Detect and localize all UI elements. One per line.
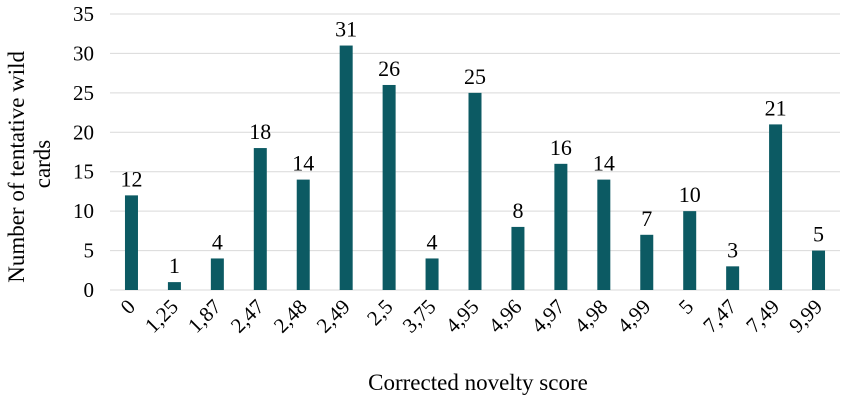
bar [124, 195, 138, 290]
data-label: 3 [727, 237, 738, 262]
data-label: 4 [427, 229, 438, 254]
x-tick-label: 4,97 [526, 295, 569, 338]
x-tick-label: 4,96 [484, 295, 527, 338]
bar [812, 250, 826, 290]
bar [597, 179, 611, 290]
data-label: 5 [813, 222, 824, 247]
bar [468, 92, 482, 290]
data-label: 4 [212, 229, 223, 254]
data-label: 10 [679, 182, 701, 207]
data-label: 25 [464, 64, 486, 89]
x-axis-ticks: 0 1,25 1,87 2,47 2,48 2,49 2,5 3,75 4,95 4,96 4,97… [116, 295, 827, 338]
y-tick-label: 20 [73, 120, 94, 144]
bar [769, 124, 783, 291]
bar [554, 163, 568, 290]
y-axis-title-line-2: cards [30, 140, 55, 189]
y-tick-label: 0 [84, 278, 95, 302]
y-tick-label: 10 [73, 199, 94, 223]
bar [339, 45, 353, 290]
data-label: 8 [512, 198, 523, 223]
x-tick-label: 4,99 [612, 295, 655, 338]
x-tick-label: 2,49 [312, 295, 355, 338]
x-tick-label: 7,49 [741, 295, 784, 338]
x-tick-label: 2,47 [226, 295, 269, 338]
data-label: 14 [593, 151, 615, 176]
bar [382, 84, 396, 290]
bar [425, 258, 439, 290]
y-axis-title: Number of tentative wild cards [4, 45, 55, 283]
y-tick-label: 30 [73, 41, 94, 65]
x-tick-label: 5 [674, 295, 698, 319]
x-tick-label: 4,98 [569, 295, 612, 338]
data-label: 12 [120, 166, 142, 191]
x-axis-title: Corrected novelty score [368, 370, 588, 395]
bar [640, 234, 654, 290]
data-label: 18 [249, 119, 271, 144]
bar [253, 148, 267, 290]
y-axis-ticks: 0 5 10 15 20 25 30 35 [73, 2, 94, 302]
data-label: 14 [292, 151, 314, 176]
data-label: 31 [335, 17, 357, 42]
data-label: 7 [641, 206, 652, 231]
y-tick-label: 5 [84, 239, 95, 263]
y-tick-label: 35 [73, 2, 94, 26]
bar [726, 266, 740, 290]
y-axis-title-line-1: Number of tentative wild [4, 50, 29, 282]
data-label: 21 [765, 95, 787, 120]
bar [167, 282, 181, 290]
bar [296, 179, 310, 290]
bar [210, 258, 224, 290]
x-tick-label: 1,87 [183, 295, 226, 338]
x-tick-label: 7,47 [698, 295, 741, 338]
data-label: 26 [378, 56, 400, 81]
bar [511, 226, 525, 290]
bar [683, 211, 697, 290]
bars [124, 45, 826, 291]
data-label: 1 [169, 253, 180, 278]
x-tick-label: 2,5 [362, 295, 398, 331]
x-tick-label: 4,95 [441, 295, 484, 338]
x-tick-label: 9,99 [784, 295, 827, 338]
data-label: 16 [550, 135, 572, 160]
x-tick-label: 1,25 [140, 295, 183, 338]
x-tick-label: 0 [116, 295, 140, 319]
y-tick-label: 15 [73, 160, 94, 184]
x-tick-label: 3,75 [398, 295, 441, 338]
x-tick-label: 2,48 [269, 295, 312, 338]
y-tick-label: 25 [73, 81, 94, 105]
